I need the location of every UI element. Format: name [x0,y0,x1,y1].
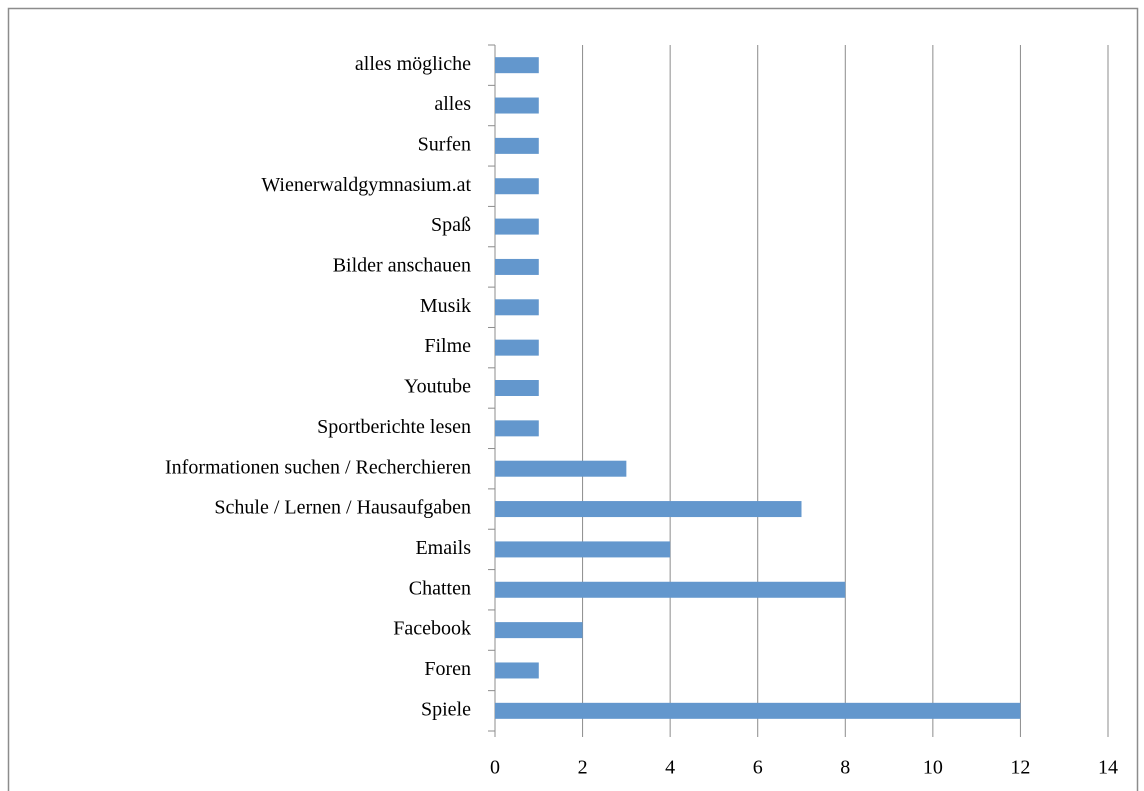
y-tick-label: Chatten [409,577,471,599]
y-tick-label: Informationen suchen / Recherchieren [165,456,471,478]
bar [495,137,539,154]
bar [495,258,539,275]
y-tick-label: Wienerwaldgymnasium.at [261,174,471,196]
x-tick-label: 2 [578,757,588,779]
bar [495,218,539,235]
x-tick-label: 10 [923,757,943,779]
bar [495,622,583,639]
y-tick-label: Sportberichte lesen [317,416,471,438]
y-tick-label: Foren [424,658,471,680]
bar [495,581,846,598]
y-tick-label: Filme [424,335,471,357]
bar [495,380,539,396]
y-tick-label: Spiele [421,698,471,720]
bar [495,178,539,195]
x-tick-label: 0 [490,757,500,779]
chart-frame [7,7,1139,791]
x-tick-label: 8 [840,757,850,779]
bar [495,460,627,477]
bar [495,702,1021,719]
x-tick-label: 12 [1010,757,1030,779]
bar [495,57,539,74]
y-tick-label: Spaß [431,214,471,236]
y-tick-label: alles mögliche [355,53,471,75]
y-tick-label: Bilder anschauen [333,255,471,277]
y-tick-label: Youtube [404,376,471,398]
bar [495,541,671,558]
y-tick-label: Emails [415,537,471,559]
y-tick-label: Facebook [393,618,471,640]
x-tick-label: 6 [753,757,763,779]
bar [495,299,539,316]
bar [495,501,802,518]
bar [495,662,539,679]
y-tick-label: Schule / Lernen / Hausaufgaben [214,497,471,519]
bar [495,420,539,437]
y-tick-label: Musik [420,295,471,317]
x-tick-label: 14 [1098,757,1118,779]
y-tick-label: Surfen [418,133,471,155]
x-tick-label: 4 [665,757,675,779]
y-tick-label: alles [434,93,471,115]
bar [495,97,539,114]
bar [495,339,539,356]
